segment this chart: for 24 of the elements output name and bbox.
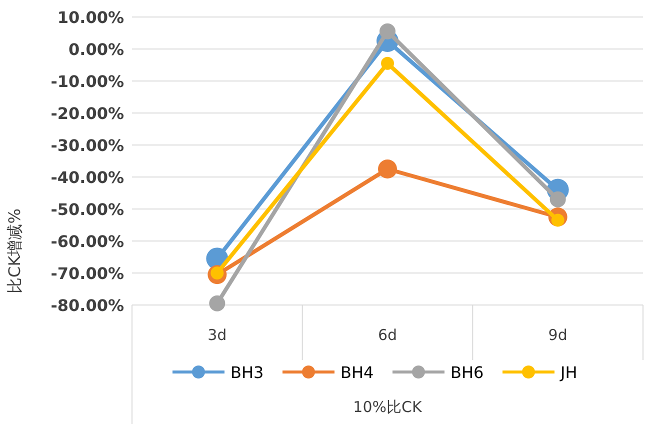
x-tick-label: 6d: [378, 326, 398, 344]
y-axis-title: 比CK增减%: [5, 208, 24, 294]
y-tick-label: 10.00%: [57, 8, 124, 27]
legend-label: BH4: [340, 363, 374, 382]
x-axis-title: 10%比CK: [353, 398, 423, 416]
y-tick-label: -20.00%: [50, 104, 124, 123]
point: [381, 56, 394, 70]
x-tick-label: 9d: [548, 326, 568, 344]
y-tick-label: -40.00%: [50, 168, 124, 187]
y-tick-label: -50.00%: [50, 200, 124, 219]
y-tick-label: -80.00%: [50, 296, 124, 315]
point: [209, 295, 226, 312]
x-tick-label: 3d: [208, 326, 227, 344]
point: [378, 160, 397, 178]
legend-label: BH3: [230, 363, 264, 382]
y-tick-label: -30.00%: [50, 136, 124, 155]
legend-label: JH: [560, 363, 578, 382]
y-tick-label: -70.00%: [50, 264, 124, 283]
y-tick-label: -10.00%: [50, 72, 124, 91]
y-tick-label: -60.00%: [50, 232, 124, 251]
point: [380, 23, 396, 40]
legend-label: BH6: [450, 363, 484, 382]
point: [550, 191, 566, 208]
y-tick-label: 0.00%: [68, 40, 124, 59]
